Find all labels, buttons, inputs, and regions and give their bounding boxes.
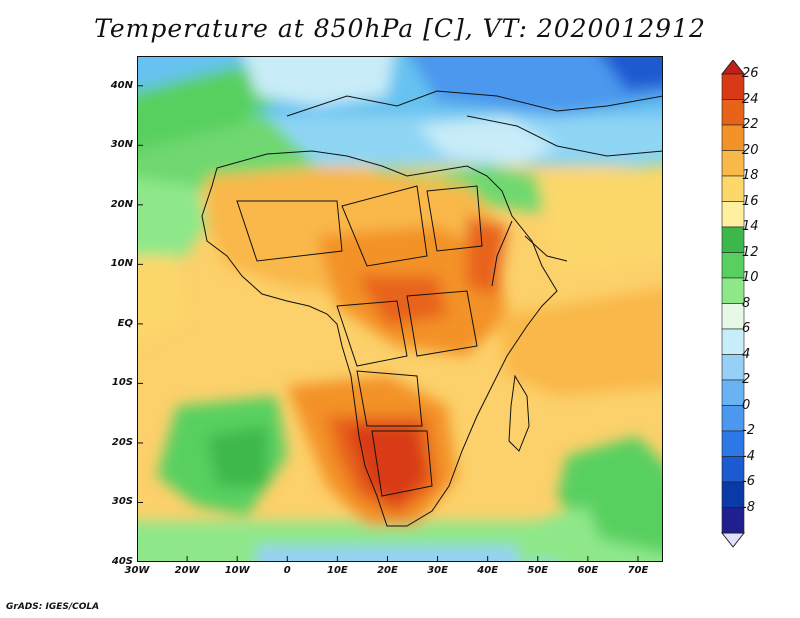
lat-tick-label: 20S	[111, 436, 133, 448]
map-canvas	[137, 56, 663, 562]
colorbar-top-triangle	[720, 60, 746, 75]
colorbar-level-label: 6	[742, 321, 751, 336]
colorbar-swatch	[721, 405, 745, 432]
colorbar-swatch	[721, 303, 745, 330]
lat-tick-label: 40S	[111, 556, 133, 567]
colorbar-swatch	[721, 507, 745, 534]
colorbar-level-label: 12	[742, 244, 759, 260]
lon-tick-label: 30E	[427, 565, 448, 576]
colorbar-level-label: 0	[742, 397, 751, 413]
colorbar-swatch	[721, 99, 745, 126]
lon-tick-label: 30W	[124, 565, 150, 576]
colorbar-level-label: 8	[742, 295, 751, 311]
colorbar-swatch	[721, 277, 745, 304]
colorbar-swatch	[721, 201, 745, 228]
colorbar-level-label: 2	[742, 372, 751, 387]
lon-tick-label: 10E	[327, 565, 348, 576]
lon-tick-label: 20E	[377, 565, 398, 576]
colorbar-level-label: 22	[742, 117, 759, 132]
lon-tick-label: 0	[283, 565, 291, 576]
colorbar-level-label: -6	[742, 474, 755, 489]
colorbar-swatch	[721, 328, 745, 355]
lat-tick-label: 10S	[111, 377, 133, 389]
colorbar-swatch	[721, 175, 745, 202]
colorbar-level-label: 24	[742, 91, 759, 107]
colorbar-level-label: -2	[742, 423, 755, 438]
lat-tick-label: 30N	[110, 139, 133, 151]
colorbar-bottom-triangle	[720, 532, 746, 548]
chart-title: Temperature at 850hPa [C], VT: 202001291…	[94, 14, 706, 43]
lat-tick-label: 10N	[110, 258, 133, 270]
map-frame	[137, 56, 663, 562]
credit-text: GrADS: IGES/COLA	[6, 602, 100, 612]
colorbar-swatch	[721, 430, 745, 457]
colorbar-level-label: -8	[742, 499, 755, 515]
lat-tick-label: 30S	[111, 496, 133, 508]
colorbar-swatch	[721, 252, 745, 279]
lat-tick-label: 20N	[110, 198, 133, 210]
colorbar-level-label: 26	[742, 66, 759, 81]
colorbar-level-label: -4	[742, 448, 755, 464]
colorbar-level-label: 16	[742, 193, 759, 209]
lon-tick-label: 70E	[627, 565, 649, 576]
colorbar-level-label: 20	[742, 142, 759, 158]
coastlines	[201, 90, 663, 527]
lon-tick-label: 60E	[577, 565, 599, 576]
colorbar-level-label: 4	[742, 346, 751, 362]
colorbar-swatch	[721, 354, 745, 381]
temperature-field	[137, 56, 663, 562]
colorbar-swatch	[721, 379, 745, 406]
colorbar-swatch	[721, 481, 745, 508]
colorbar-swatch	[721, 226, 745, 253]
colorbar-swatch	[721, 150, 745, 177]
lon-tick-label: 50E	[527, 565, 549, 576]
lat-tick-label: EQ	[117, 317, 133, 329]
colorbar-swatch	[721, 73, 745, 100]
lon-tick-label: 10W	[224, 565, 250, 576]
lon-tick-label: 40E	[477, 565, 499, 576]
colorbar-level-label: 10	[742, 270, 759, 285]
colorbar-level-label: 14	[742, 219, 759, 234]
lon-tick-label: 20W	[174, 565, 200, 576]
colorbar-level-label: 18	[742, 168, 759, 183]
lat-tick-label: 40N	[110, 79, 133, 91]
colorbar	[720, 60, 746, 548]
colorbar-swatch	[721, 124, 745, 151]
temperature-map	[137, 56, 663, 562]
colorbar-swatch	[721, 456, 745, 483]
